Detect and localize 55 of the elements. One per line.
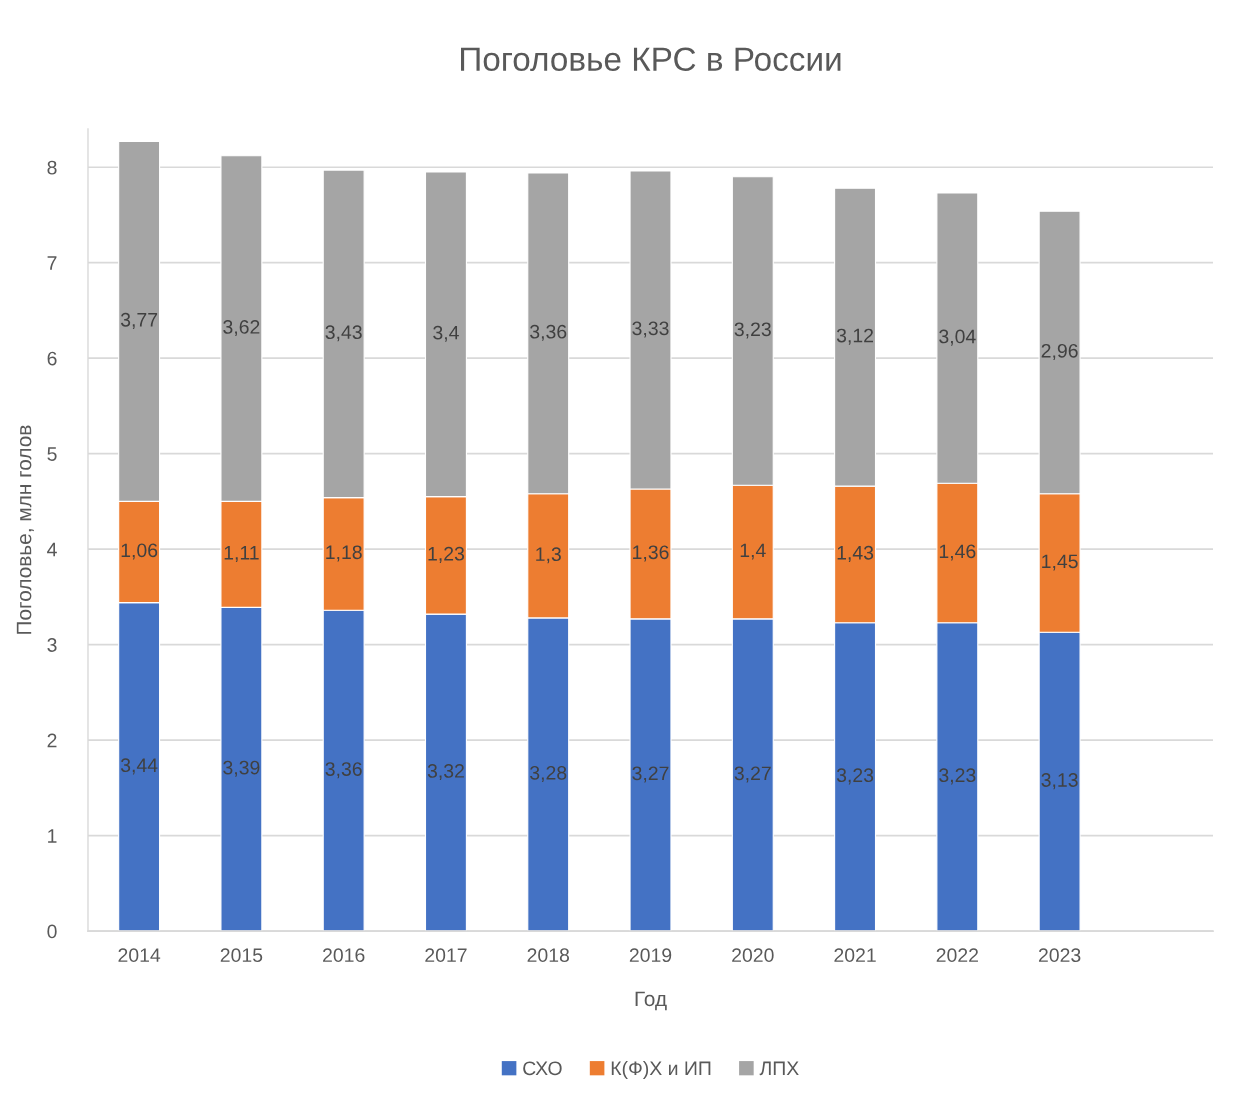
data-label: 2,96 <box>1041 343 1078 360</box>
data-label: 1,11 <box>224 546 259 562</box>
data-label: 1,43 <box>837 545 874 562</box>
y-axis-title: Поголовье, млн голов <box>16 425 34 634</box>
legend-label: К(Ф)Х и ИП <box>611 1060 711 1080</box>
data-label: 3,62 <box>223 320 260 337</box>
x-tick-label: 2021 <box>834 948 876 963</box>
data-label: 3,23 <box>939 768 976 785</box>
data-label: 3,39 <box>223 760 260 777</box>
y-tick-label: 4 <box>47 542 57 557</box>
y-tick-label: 8 <box>47 160 57 175</box>
data-label: 3,27 <box>632 766 669 783</box>
data-label: 3,4 <box>433 325 459 342</box>
data-label: 3,13 <box>1041 773 1078 790</box>
x-tick-label: 2022 <box>936 948 978 963</box>
data-label: 3,36 <box>325 762 362 779</box>
y-tick-label: 6 <box>47 351 57 366</box>
y-tick-label: 0 <box>47 924 57 939</box>
data-label: 3,33 <box>632 321 669 338</box>
x-axis-title: Год <box>635 991 667 1011</box>
x-tick-label: 2018 <box>527 948 570 963</box>
data-label: 3,04 <box>939 329 976 346</box>
legend-label: ЛПХ <box>759 1061 799 1076</box>
data-label: 3,32 <box>427 764 464 781</box>
x-tick-label: 2017 <box>425 948 467 963</box>
data-label: 1,23 <box>428 546 465 563</box>
data-label: 3,43 <box>325 325 362 342</box>
x-tick-label: 2015 <box>220 948 263 963</box>
data-label: 3,36 <box>530 324 567 341</box>
data-label: 3,27 <box>734 766 771 783</box>
x-tick-label: 2014 <box>118 948 161 963</box>
x-tick-label: 2016 <box>323 948 365 963</box>
data-label: 3,12 <box>836 328 873 345</box>
chart-title: Поголовье КРС в России <box>461 47 841 72</box>
data-label: 1,18 <box>326 545 362 562</box>
data-label: 1,06 <box>121 543 158 560</box>
y-tick-label: 5 <box>47 447 57 461</box>
legend-label: СХО <box>523 1061 562 1076</box>
x-tick-label: 2019 <box>629 948 672 963</box>
data-label: 3,28 <box>530 765 567 783</box>
data-label: 1,4 <box>740 543 766 560</box>
data-label: 3,23 <box>836 768 874 785</box>
y-tick-label: 1 <box>48 829 57 843</box>
data-label: 1,3 <box>536 547 561 564</box>
data-label: 3,23 <box>734 322 771 339</box>
data-label: 1,46 <box>939 544 976 561</box>
y-tick-label: 2 <box>47 733 57 748</box>
x-tick-label: 2023 <box>1038 948 1081 963</box>
y-tick-label: 7 <box>47 256 57 270</box>
y-tick-label: 3 <box>47 638 57 652</box>
data-label: 3,77 <box>120 312 158 329</box>
data-label: 1,45 <box>1042 554 1078 571</box>
data-label: 3,44 <box>120 758 158 775</box>
x-tick-label: 2020 <box>732 948 774 963</box>
data-label: 1,36 <box>633 545 669 562</box>
